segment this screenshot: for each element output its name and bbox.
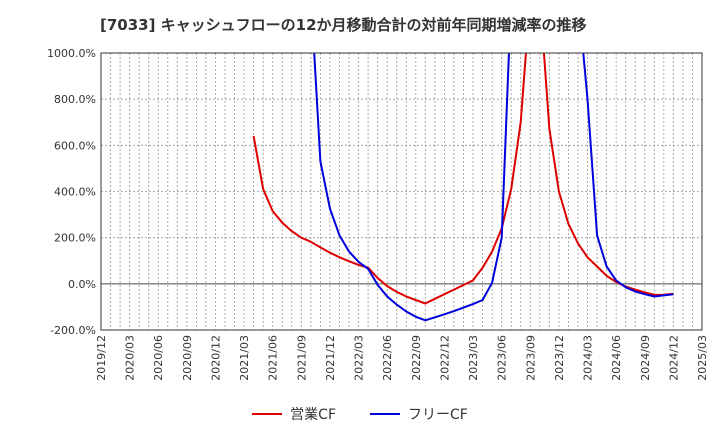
y-tick-label: 400.0% [54,186,96,199]
x-tick-label: 2022/03 [353,335,366,381]
x-tick-label: 2025/03 [696,335,709,381]
x-tick-label: 2019/12 [95,335,108,381]
x-tick-label: 2023/09 [524,335,537,381]
y-tick-label: 200.0% [54,232,96,245]
plot-frame [100,52,703,331]
legend-swatch-free-cf [370,413,400,415]
x-tick-label: 2021/06 [267,335,280,381]
legend-item-free-cf: フリーCF [370,404,468,424]
x-tick-label: 2023/06 [496,335,509,381]
legend-label-free-cf: フリーCF [408,407,468,423]
legend: 営業CF フリーCF [0,404,720,424]
series-layer [252,53,674,322]
x-tick-label: 2022/12 [438,335,451,381]
x-tick-layer: 2019/12 2020/03 2020/06 2020/09 2020/12 2021/… [95,335,709,381]
x-tick-label: 2024/03 [582,335,595,381]
y-tick-label: 800.0% [54,93,96,106]
legend-swatch-operating-cf [252,413,283,415]
x-tick-label: 2024/06 [610,335,623,381]
y-tick-layer: 1000.0% 800.0% 600.0% 400.0% 200.0% 0.0% -200.… [47,47,96,337]
series-line-operating-cf [252,53,674,305]
x-tick-label: 2023/12 [553,335,566,381]
x-tick-label: 2022/06 [381,335,394,381]
x-tick-label: 2021/09 [295,335,308,381]
series-line-free-cf [313,53,510,322]
x-tick-label: 2020/03 [124,335,137,381]
y-tick-label: -200.0% [50,324,96,337]
x-tick-label: 2021/12 [324,335,337,381]
x-tick-label: 2020/09 [181,335,194,381]
chart-title: [7033] キャッシュフローの12か月移動合計の対前年同期増減率の推移 [100,16,587,34]
series-line-free-cf [582,53,674,298]
x-tick-label: 2021/03 [238,335,251,381]
y-tick-label: 1000.0% [47,47,96,60]
x-tick-label: 2024/12 [667,335,680,381]
legend-item-operating-cf: 営業CF [252,404,336,424]
x-tick-label: 2022/09 [410,335,423,381]
x-tick-label: 2020/12 [209,335,222,381]
y-tick-label: 0.0% [68,278,96,291]
x-tick-label: 2023/03 [467,335,480,381]
grid-layer [100,52,703,331]
y-tick-label: 600.0% [54,139,96,152]
legend-label-operating-cf: 営業CF [290,407,336,423]
x-tick-label: 2024/09 [639,335,652,381]
x-tick-label: 2020/06 [152,335,165,381]
